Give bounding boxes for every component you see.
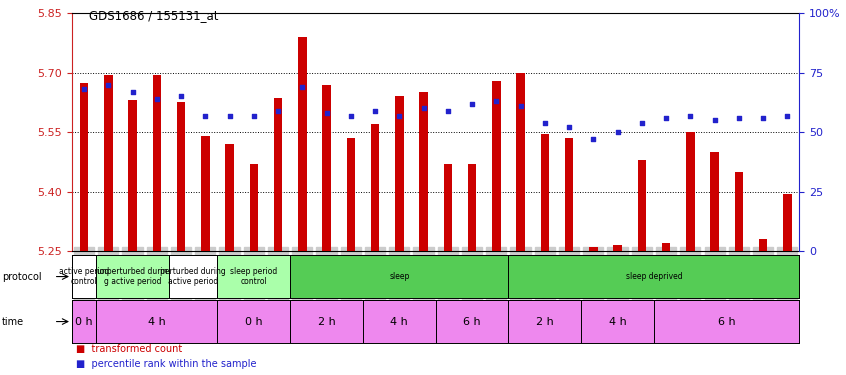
Bar bbox=[371, 124, 379, 251]
Text: sleep period
control: sleep period control bbox=[230, 267, 277, 286]
Bar bbox=[201, 136, 210, 251]
Text: protocol: protocol bbox=[2, 272, 41, 282]
Point bbox=[781, 112, 794, 118]
Point bbox=[393, 112, 406, 118]
Bar bbox=[96, 255, 169, 298]
Bar bbox=[152, 75, 161, 251]
Text: 0 h: 0 h bbox=[75, 316, 93, 327]
Bar bbox=[395, 96, 404, 251]
Point bbox=[490, 98, 503, 104]
Point bbox=[732, 115, 745, 121]
Point bbox=[368, 108, 382, 114]
Bar bbox=[96, 300, 217, 343]
Bar bbox=[217, 255, 290, 298]
Bar bbox=[104, 75, 113, 251]
Bar bbox=[274, 99, 283, 251]
Bar bbox=[468, 164, 476, 251]
Bar bbox=[508, 300, 581, 343]
Point bbox=[272, 108, 285, 114]
Text: sleep deprived: sleep deprived bbox=[626, 272, 682, 281]
Bar bbox=[363, 300, 436, 343]
Point bbox=[320, 110, 333, 116]
Bar bbox=[638, 160, 646, 251]
Point bbox=[247, 112, 261, 118]
Bar bbox=[783, 194, 792, 251]
Bar bbox=[347, 138, 355, 251]
Text: 0 h: 0 h bbox=[245, 316, 262, 327]
Bar bbox=[492, 81, 501, 251]
Point bbox=[417, 105, 431, 111]
Text: 4 h: 4 h bbox=[609, 316, 626, 327]
Bar bbox=[177, 102, 185, 251]
Point bbox=[684, 112, 697, 118]
Bar bbox=[516, 73, 525, 251]
Point bbox=[150, 96, 163, 102]
Bar bbox=[565, 138, 574, 251]
Bar bbox=[711, 152, 719, 251]
Text: perturbed during
active period: perturbed during active period bbox=[160, 267, 226, 286]
Bar bbox=[298, 37, 306, 251]
Bar bbox=[541, 134, 549, 251]
Text: 6 h: 6 h bbox=[718, 316, 735, 327]
Point bbox=[344, 112, 358, 118]
Point bbox=[659, 115, 673, 121]
Bar bbox=[72, 300, 96, 343]
Text: 2 h: 2 h bbox=[318, 316, 335, 327]
Point bbox=[126, 89, 140, 95]
Bar bbox=[589, 247, 597, 251]
Point bbox=[586, 136, 600, 142]
Point bbox=[611, 129, 624, 135]
Point bbox=[465, 100, 479, 106]
Point bbox=[538, 120, 552, 126]
Point bbox=[441, 108, 454, 114]
Bar bbox=[72, 255, 96, 298]
Point bbox=[174, 93, 188, 99]
Point bbox=[295, 84, 309, 90]
Bar bbox=[581, 300, 654, 343]
Text: ■  percentile rank within the sample: ■ percentile rank within the sample bbox=[76, 359, 256, 369]
Bar bbox=[662, 243, 670, 251]
Text: 4 h: 4 h bbox=[391, 316, 408, 327]
Bar bbox=[225, 144, 233, 251]
Bar bbox=[290, 300, 363, 343]
Bar bbox=[508, 255, 799, 298]
Bar bbox=[613, 245, 622, 251]
Point bbox=[102, 82, 115, 88]
Point bbox=[635, 120, 649, 126]
Bar bbox=[654, 300, 799, 343]
Bar bbox=[420, 93, 428, 251]
Text: active period
control: active period control bbox=[59, 267, 109, 286]
Point bbox=[563, 124, 576, 130]
Text: 4 h: 4 h bbox=[148, 316, 166, 327]
Bar bbox=[80, 82, 88, 251]
Text: 6 h: 6 h bbox=[464, 316, 481, 327]
Point bbox=[708, 117, 722, 123]
Point bbox=[756, 115, 770, 121]
Text: GDS1686 / 155131_at: GDS1686 / 155131_at bbox=[89, 9, 218, 22]
Bar bbox=[436, 300, 508, 343]
Bar bbox=[686, 132, 695, 251]
Bar bbox=[217, 300, 290, 343]
Bar bbox=[250, 164, 258, 251]
Bar bbox=[290, 255, 508, 298]
Bar bbox=[734, 172, 743, 251]
Bar bbox=[322, 84, 331, 251]
Text: unperturbed durin
g active period: unperturbed durin g active period bbox=[97, 267, 168, 286]
Bar bbox=[443, 164, 452, 251]
Text: sleep: sleep bbox=[389, 272, 409, 281]
Point bbox=[77, 86, 91, 92]
Point bbox=[514, 103, 527, 109]
Bar bbox=[129, 100, 137, 251]
Point bbox=[199, 112, 212, 118]
Text: time: time bbox=[2, 316, 24, 327]
Bar bbox=[759, 239, 767, 251]
Text: 2 h: 2 h bbox=[536, 316, 553, 327]
Bar bbox=[169, 255, 217, 298]
Point bbox=[222, 112, 236, 118]
Text: ■  transformed count: ■ transformed count bbox=[76, 344, 183, 354]
